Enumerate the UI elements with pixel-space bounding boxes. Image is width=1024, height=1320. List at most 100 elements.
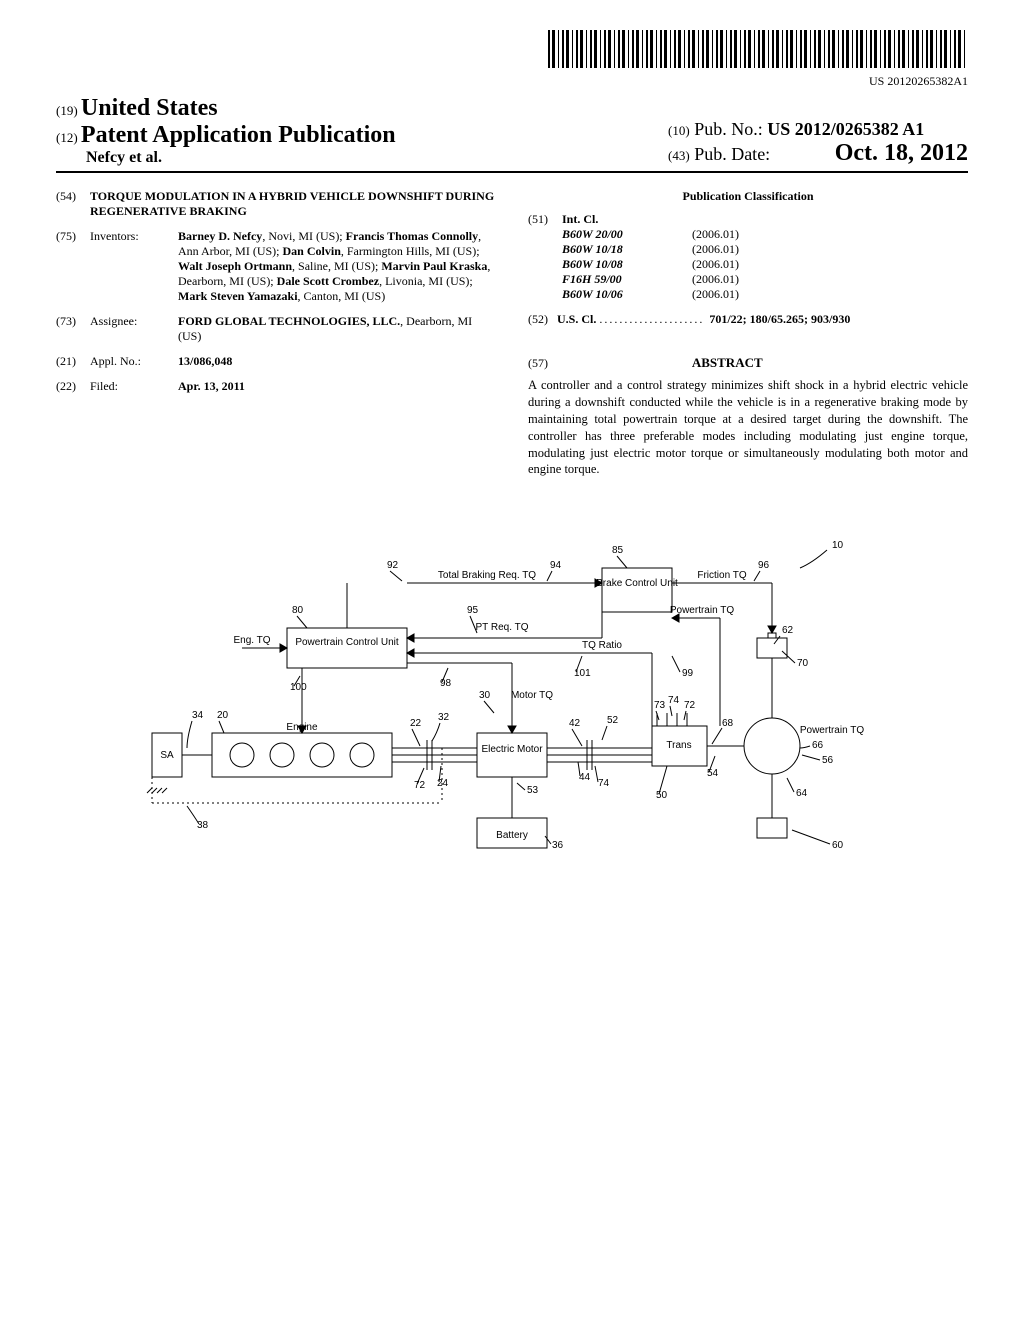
svg-text:50: 50: [656, 790, 668, 801]
intcl-table: Int. Cl. B60W 20/00(2006.01) B60W 10/18(…: [562, 212, 968, 302]
svg-text:92: 92: [387, 560, 399, 571]
inventors-value: Barney D. Nefcy, Novi, MI (US); Francis …: [178, 229, 496, 304]
barcode-row: [56, 30, 968, 72]
uscl-label: U.S. Cl.: [557, 312, 596, 326]
diagram-svg: SA Engine Powertrain Control Unit Electr…: [132, 508, 892, 888]
intcl-4-sym: B60W 10/06: [562, 287, 692, 302]
svg-text:32: 32: [438, 712, 450, 723]
right-column: Publication Classification (51) Int. Cl.…: [528, 189, 968, 478]
code-12: (12): [56, 130, 78, 145]
header-left: (19) United States (12) Patent Applicati…: [56, 95, 396, 167]
filed-code: (22): [56, 379, 90, 394]
svg-text:74: 74: [598, 778, 610, 789]
svg-text:Total Braking Req. TQ: Total Braking Req. TQ: [438, 570, 536, 581]
applno-label: Appl. No.:: [90, 354, 178, 369]
svg-text:80: 80: [292, 605, 304, 616]
svg-text:68: 68: [722, 718, 734, 729]
svg-text:53: 53: [527, 785, 539, 796]
svg-text:66: 66: [812, 740, 824, 751]
svg-text:54: 54: [707, 768, 719, 779]
barcode-number: US 20120265382A1: [56, 74, 968, 89]
svg-text:72: 72: [684, 700, 696, 711]
title-row: (54) TORQUE MODULATION IN A HYBRID VEHIC…: [56, 189, 496, 219]
svg-text:Trans: Trans: [666, 740, 691, 751]
svg-text:Powertrain Control Unit: Powertrain Control Unit: [295, 637, 399, 648]
intcl-2-ver: (2006.01): [692, 257, 792, 272]
code-10: (10): [668, 123, 690, 138]
svg-text:Powertrain TQ: Powertrain TQ: [800, 725, 865, 736]
body-columns: (54) TORQUE MODULATION IN A HYBRID VEHIC…: [56, 189, 968, 478]
applno-row: (21) Appl. No.: 13/086,048: [56, 354, 496, 369]
assignee-name: FORD GLOBAL TECHNOLOGIES, LLC.: [178, 314, 400, 328]
uscl-value: 701/22; 180/65.265; 903/930: [709, 312, 850, 326]
inventor-0: Barney D. Nefcy: [178, 229, 262, 243]
svg-text:52: 52: [607, 715, 619, 726]
country: United States: [81, 95, 218, 121]
svg-text:42: 42: [569, 718, 581, 729]
svg-text:36: 36: [552, 840, 564, 851]
pub-date-label: Pub. Date:: [694, 144, 770, 164]
title-code: (54): [56, 189, 90, 219]
barcode-graphic: [548, 30, 968, 68]
svg-text:94: 94: [550, 560, 562, 571]
inventor-3-loc: , Saline, MI (US);: [292, 259, 381, 273]
intcl-2-sym: B60W 10/08: [562, 257, 692, 272]
abstract-code: (57): [528, 356, 548, 370]
svg-text:34: 34: [192, 710, 204, 721]
pub-date: Oct. 18, 2012: [835, 140, 968, 166]
svg-text:SA: SA: [160, 750, 174, 761]
inventor-2: Dan Colvin: [283, 244, 341, 258]
inventor-0-loc: , Novi, MI (US);: [262, 229, 345, 243]
patent-title: TORQUE MODULATION IN A HYBRID VEHICLE DO…: [90, 189, 496, 219]
svg-text:38: 38: [197, 820, 209, 831]
uscl-row: (52) U.S. Cl. ..................... 701/…: [528, 312, 968, 327]
authors-line: Nefcy et al.: [86, 149, 162, 166]
applno-code: (21): [56, 354, 90, 369]
abstract-text: A controller and a control strategy mini…: [528, 377, 968, 478]
svg-text:74: 74: [668, 695, 680, 706]
pub-no: US 2012/0265382 A1: [767, 119, 924, 139]
svg-text:Brake Control Unit: Brake Control Unit: [596, 578, 678, 589]
svg-text:10: 10: [832, 540, 844, 551]
applno-value: 13/086,048: [178, 354, 496, 369]
intcl-row: (51) Int. Cl. B60W 20/00(2006.01) B60W 1…: [528, 212, 968, 302]
code-19: (19): [56, 103, 78, 118]
inventor-5-loc: , Livonia, MI (US);: [379, 274, 473, 288]
pub-no-label: Pub. No.:: [694, 119, 763, 139]
intcl-code: (51): [528, 212, 562, 302]
svg-text:20: 20: [217, 710, 229, 721]
intcl-label: Int. Cl.: [562, 212, 598, 226]
svg-text:TQ Ratio: TQ Ratio: [582, 640, 622, 651]
svg-text:Motor TQ: Motor TQ: [511, 690, 553, 701]
svg-text:100: 100: [290, 682, 307, 693]
uscl-code: (52): [528, 312, 548, 326]
header: (19) United States (12) Patent Applicati…: [56, 95, 968, 173]
left-column: (54) TORQUE MODULATION IN A HYBRID VEHIC…: [56, 189, 496, 478]
svg-text:PT Req. TQ: PT Req. TQ: [476, 622, 529, 633]
svg-text:22: 22: [410, 718, 422, 729]
intcl-4-ver: (2006.01): [692, 287, 792, 302]
svg-text:62: 62: [782, 625, 794, 636]
svg-text:85: 85: [612, 545, 624, 556]
filed-value: Apr. 13, 2011: [178, 379, 496, 394]
svg-text:Eng. TQ: Eng. TQ: [233, 635, 270, 646]
inventors-code: (75): [56, 229, 90, 304]
inventor-6-loc: , Canton, MI (US): [298, 289, 386, 303]
assignee-label: Assignee:: [90, 314, 178, 344]
filed-label: Filed:: [90, 379, 178, 394]
figure: SA Engine Powertrain Control Unit Electr…: [56, 508, 968, 892]
intcl-0-sym: B60W 20/00: [562, 227, 692, 242]
intcl-1-sym: B60W 10/18: [562, 242, 692, 257]
code-43: (43): [668, 148, 690, 163]
filed-row: (22) Filed: Apr. 13, 2011: [56, 379, 496, 394]
inventor-6: Mark Steven Yamazaki: [178, 289, 298, 303]
inventor-3: Walt Joseph Ortmann: [178, 259, 292, 273]
svg-text:Battery: Battery: [496, 830, 528, 841]
intcl-3-ver: (2006.01): [692, 272, 792, 287]
svg-text:72: 72: [414, 780, 426, 791]
svg-text:60: 60: [832, 840, 844, 851]
classification-heading: Publication Classification: [528, 189, 968, 204]
svg-text:Powertrain TQ: Powertrain TQ: [670, 605, 735, 616]
svg-text:73: 73: [654, 700, 666, 711]
assignee-code: (73): [56, 314, 90, 344]
